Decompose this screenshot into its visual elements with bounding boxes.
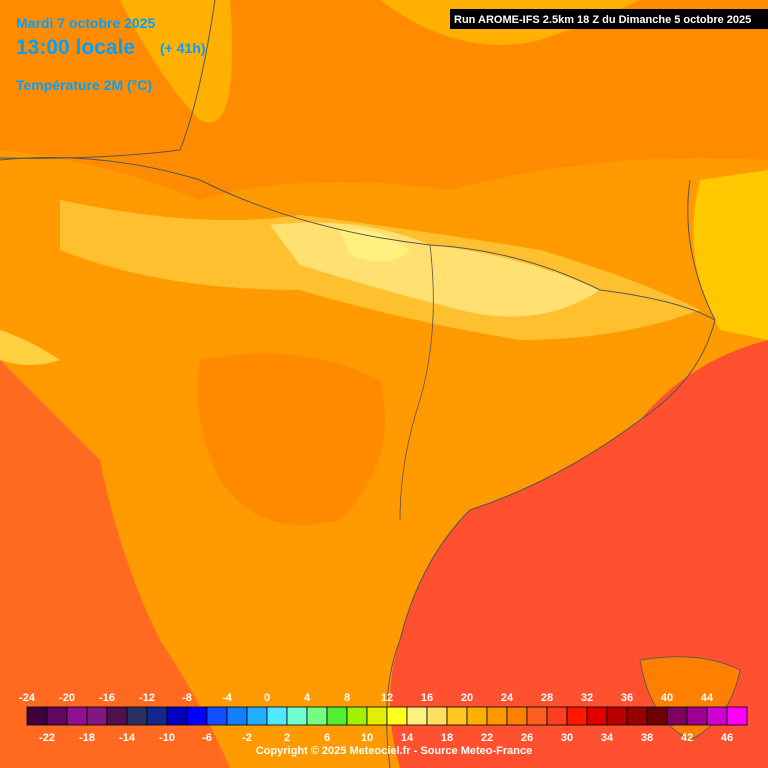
- legend-cell: [626, 706, 648, 726]
- legend-label: 20: [461, 692, 473, 704]
- legend-cell: [566, 706, 588, 726]
- legend-label: 28: [541, 692, 553, 704]
- legend-label: 10: [361, 732, 373, 744]
- legend-cell: [286, 706, 308, 726]
- legend-cell: [346, 706, 368, 726]
- legend-cell: [26, 706, 48, 726]
- legend-cell: [546, 706, 568, 726]
- legend-label: 2: [284, 732, 290, 744]
- legend-cell: [706, 706, 728, 726]
- legend-label: 16: [421, 692, 433, 704]
- legend-cell: [206, 706, 228, 726]
- legend-cell: [126, 706, 148, 726]
- legend-label: -18: [79, 732, 95, 744]
- legend-cell: [406, 706, 428, 726]
- border-line: [0, 157, 716, 321]
- legend-label: -12: [139, 692, 155, 704]
- legend-label: 44: [701, 692, 714, 704]
- legend-label: 42: [681, 732, 693, 744]
- run-label: Run AROME-IFS 2.5km 18 Z du Dimanche 5 o…: [454, 14, 751, 26]
- legend-label: 6: [324, 732, 330, 744]
- legend-cell: [686, 706, 708, 726]
- legend-label: 36: [621, 692, 633, 704]
- legend-cell: [506, 706, 528, 726]
- legend-cell: [646, 706, 668, 726]
- copyright: Copyright © 2025 Meteociel.fr - Source M…: [256, 745, 532, 757]
- legend-label: 40: [661, 692, 673, 704]
- legend-cell: [426, 706, 448, 726]
- hills: [0, 330, 60, 365]
- legend-cell: [306, 706, 328, 726]
- legend-cell: [266, 706, 288, 726]
- lead-label: (+ 41h): [160, 40, 206, 56]
- legend-cell: [366, 706, 388, 726]
- region-line: [399, 244, 434, 521]
- legend-cell: [446, 706, 468, 726]
- legend-label: -14: [119, 732, 136, 744]
- legend-label: 38: [641, 732, 653, 744]
- coast-line: [386, 319, 716, 768]
- legend-label: -22: [39, 732, 55, 744]
- legend-cell: [166, 706, 188, 726]
- legend-cell: [46, 706, 68, 726]
- legend-cell: [186, 706, 208, 726]
- coast-line: [0, 0, 216, 159]
- legend-label: 22: [481, 732, 493, 744]
- legend-label: 30: [561, 732, 573, 744]
- legend-label: -8: [182, 692, 192, 704]
- legend-label: 46: [721, 732, 733, 744]
- legend-label: -10: [159, 732, 175, 744]
- legend-label: -20: [59, 692, 75, 704]
- legend-cell: [666, 706, 688, 726]
- legend-cell: [466, 706, 488, 726]
- legend-cell: [726, 706, 748, 726]
- legend-cell: [146, 706, 168, 726]
- land-south-west: [0, 360, 230, 768]
- legend-label: -24: [19, 692, 36, 704]
- legend-label: 0: [264, 692, 270, 704]
- warm-zone: [120, 0, 232, 123]
- legend-cell: [586, 706, 608, 726]
- field-label: Température 2M (°C): [16, 77, 152, 93]
- legend-cell: [106, 706, 128, 726]
- legend-cell: [326, 706, 348, 726]
- legend: -24-22-20-18-16-14-12-10-8-6-4-202468101…: [19, 692, 748, 744]
- time-label: 13:00 locale: [16, 36, 135, 59]
- legend-cell: [526, 706, 548, 726]
- legend-cell: [246, 706, 268, 726]
- legend-label: -16: [99, 692, 115, 704]
- legend-label: -2: [242, 732, 252, 744]
- legend-label: 14: [401, 732, 414, 744]
- legend-label: 18: [441, 732, 453, 744]
- legend-label: 24: [501, 692, 514, 704]
- legend-cell: [86, 706, 108, 726]
- legend-cell: [386, 706, 408, 726]
- legend-label: 34: [601, 732, 614, 744]
- sea-warm: [693, 170, 768, 340]
- legend-cell: [226, 706, 248, 726]
- legend-label: -6: [202, 732, 212, 744]
- date-label: Mardi 7 octobre 2025: [16, 15, 155, 31]
- coast-line: [687, 179, 716, 321]
- plain: [197, 353, 385, 525]
- legend-label: 32: [581, 692, 593, 704]
- legend-label: 26: [521, 732, 533, 744]
- legend-cell: [606, 706, 628, 726]
- run-box: [450, 9, 768, 29]
- legend-cell: [486, 706, 508, 726]
- legend-label: -4: [222, 692, 233, 704]
- legend-label: 4: [304, 692, 311, 704]
- legend-cell: [66, 706, 88, 726]
- legend-label: 12: [381, 692, 393, 704]
- mountain-peaks: [340, 229, 410, 262]
- legend-label: 8: [344, 692, 350, 704]
